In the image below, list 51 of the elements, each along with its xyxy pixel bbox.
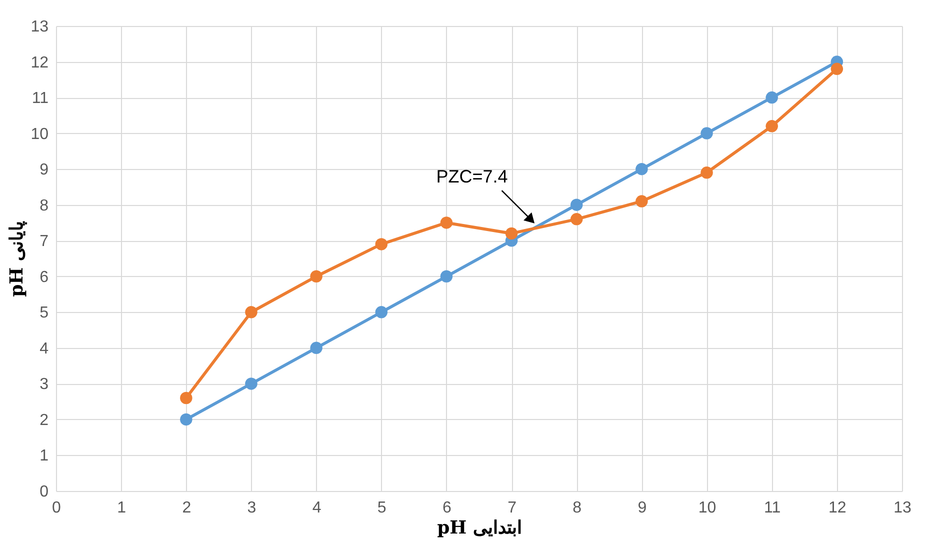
x-tick-label: 7 (508, 500, 517, 516)
point (636, 195, 648, 208)
y-tick-label: 6 (40, 268, 49, 286)
point (766, 91, 778, 104)
point (700, 127, 713, 140)
y-tick-label: 4 (40, 340, 49, 358)
x-tick-label: 10 (698, 500, 716, 516)
point (180, 413, 192, 426)
y-tick-label: 2 (40, 412, 49, 429)
x-tick-label: 11 (764, 500, 781, 516)
x-axis-title: pH ابتدایی (437, 518, 522, 538)
point (310, 342, 322, 354)
y-tick-label: 7 (40, 233, 49, 250)
y-tick-label: 13 (30, 18, 49, 36)
x-tick-label: 6 (442, 500, 452, 516)
x-tick-label: 9 (638, 500, 647, 516)
y-tick-label: 8 (40, 197, 49, 214)
x-tick-label: 2 (182, 500, 192, 516)
point (636, 162, 648, 176)
y-tick-label: 0 (40, 484, 49, 500)
x-tick-label: 0 (52, 500, 62, 516)
y-tick-label: 5 (40, 304, 49, 322)
point (180, 392, 192, 404)
y-tick-label: 1 (40, 448, 49, 465)
point (766, 120, 778, 132)
x-tick-label: 5 (377, 500, 386, 516)
y-tick-label: 3 (40, 376, 49, 394)
point (700, 166, 713, 179)
point (375, 306, 388, 318)
x-tick-label: 12 (828, 500, 846, 516)
x-tick-label: 1 (117, 500, 126, 516)
y-tick-label: 11 (32, 90, 49, 108)
point (505, 227, 518, 240)
point (440, 270, 453, 282)
point (440, 216, 453, 229)
annotation: PZC=7.4 (436, 166, 508, 187)
y-tick-label: 9 (40, 162, 49, 179)
point (830, 62, 844, 76)
point (310, 270, 322, 282)
x-tick-label: 8 (572, 500, 582, 516)
point (570, 198, 583, 211)
y-tick-label: 10 (30, 126, 49, 143)
point (570, 213, 583, 226)
point (245, 306, 258, 318)
y-axis-title: pH پایانی (6, 221, 28, 297)
x-tick-label: 13 (894, 500, 912, 516)
x-tick-label: 3 (247, 500, 256, 516)
x-tick-label: 4 (312, 500, 322, 516)
point (245, 378, 258, 390)
y-tick-label: 12 (30, 54, 49, 72)
point (375, 238, 388, 250)
